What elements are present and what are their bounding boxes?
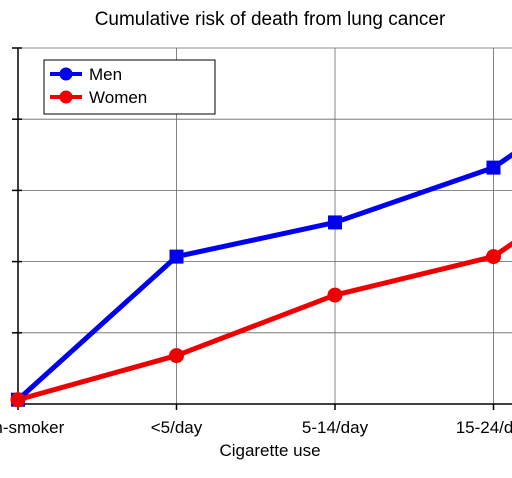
- legend: Men Women: [43, 59, 216, 115]
- x-axis-label: Cigarette use: [219, 441, 320, 460]
- data-point: [328, 215, 342, 230]
- x-tick-label: <5/day: [151, 418, 203, 437]
- chart-title: Cumulative risk of death from lung cance…: [95, 9, 446, 30]
- data-point: [327, 287, 343, 303]
- data-point: [10, 392, 26, 408]
- x-tick-label: Non-smoker: [0, 418, 65, 437]
- axes: [12, 47, 512, 410]
- data-point: [169, 348, 184, 364]
- legend-label: Men: [89, 65, 122, 84]
- x-tick-label: 15-24/day: [456, 418, 512, 437]
- x-tick-label: 5-14/day: [302, 418, 369, 437]
- series-markers: [10, 160, 501, 408]
- legend-box: [43, 59, 216, 115]
- data-point: [486, 160, 501, 175]
- data-point: [169, 249, 184, 264]
- legend-label: Women: [89, 88, 147, 107]
- legend-swatch-marker: [59, 90, 73, 104]
- data-point: [486, 249, 501, 265]
- legend-swatch-marker: [59, 67, 73, 81]
